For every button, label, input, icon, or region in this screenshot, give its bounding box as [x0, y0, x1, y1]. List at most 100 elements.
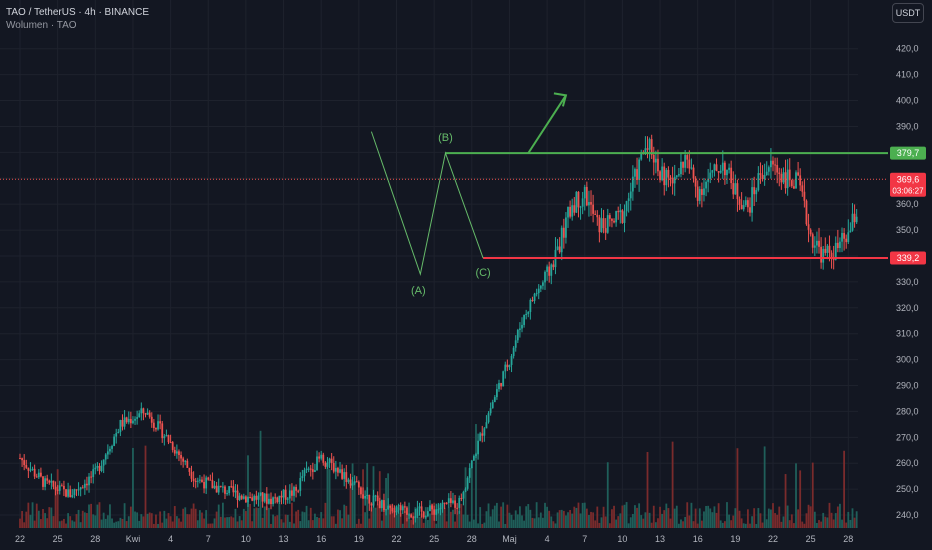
volume-bar — [774, 513, 776, 528]
candle-body — [337, 467, 339, 473]
volume-bar — [673, 508, 676, 528]
volume-bar — [493, 505, 496, 528]
volume-bar — [703, 511, 705, 528]
volume-bar — [330, 516, 333, 528]
volume-bar — [644, 512, 647, 528]
candle-body — [414, 516, 417, 518]
volume-bar — [347, 514, 350, 528]
volume-bar — [161, 522, 164, 528]
volume-bar — [37, 510, 40, 528]
candle-body — [360, 487, 362, 495]
volume-bar — [717, 503, 720, 528]
volume-bar — [711, 512, 714, 528]
currency-button[interactable]: USDT — [892, 3, 924, 23]
volume-bar — [443, 507, 446, 528]
candle-body — [37, 472, 40, 478]
candle-body — [276, 497, 279, 503]
candle-body — [742, 205, 745, 210]
y-tick-label: 310,0 — [896, 329, 919, 339]
x-tick-label: 28 — [843, 534, 853, 544]
candle-body — [780, 173, 783, 183]
volume-bar — [751, 516, 753, 528]
volume-bar — [75, 514, 78, 528]
volume-bar — [240, 520, 243, 528]
volume-bar — [60, 520, 63, 528]
candle-body — [272, 497, 274, 505]
candle-body — [159, 421, 162, 424]
volume-bar — [504, 523, 507, 528]
volume-bar — [755, 523, 758, 528]
candle-body — [123, 417, 126, 427]
candle-body — [740, 204, 743, 210]
candle-body — [634, 169, 636, 177]
volume-bar — [109, 504, 111, 528]
candle-body — [50, 480, 53, 483]
y-tick-label: 410,0 — [896, 70, 919, 80]
volume-bar — [604, 516, 607, 528]
volume-bar — [803, 523, 806, 528]
candle-body — [368, 494, 371, 504]
x-tick-label: 13 — [655, 534, 665, 544]
candle-body — [291, 490, 293, 496]
candle-body — [759, 173, 762, 175]
y-tick-label: 260,0 — [896, 458, 919, 468]
volume-bar — [657, 518, 659, 528]
candle-body — [485, 422, 488, 429]
volume-bar — [148, 512, 151, 528]
volume-bar — [71, 520, 74, 528]
volume-bar — [307, 520, 310, 528]
volume-bar — [855, 511, 858, 528]
candle-body — [529, 299, 532, 312]
volume-bar — [449, 511, 452, 528]
volume-bar — [67, 513, 70, 528]
candle-body — [571, 205, 574, 217]
volume-bar — [345, 505, 348, 528]
volume-bar — [583, 502, 586, 528]
candle-body — [439, 507, 442, 510]
candle-body — [665, 169, 668, 186]
volume-bar — [684, 516, 687, 528]
x-tick-label: Kwi — [126, 534, 141, 544]
volume-bar — [786, 505, 789, 528]
candle-body — [832, 258, 835, 260]
volume-bar — [452, 509, 454, 528]
volume-bar — [556, 512, 559, 528]
symbol-title[interactable]: TAO / TetherUS · 4h · BINANCE — [6, 7, 150, 18]
volume-bar — [182, 508, 185, 528]
volume-bar — [631, 513, 634, 528]
volume-bar — [23, 522, 26, 528]
volume-bar — [498, 521, 500, 528]
candle-body — [125, 417, 128, 423]
volume-bar — [680, 519, 682, 528]
candle-body — [343, 472, 346, 479]
volume-bar — [767, 508, 770, 528]
volume-bar — [832, 519, 835, 528]
volume-bar — [818, 520, 820, 528]
volume-bar — [35, 503, 38, 528]
volume-bar — [217, 504, 220, 528]
volume-indicator-label[interactable]: Wolumen · TAO — [6, 20, 77, 31]
price-labels: 379,7 339,2 369,6 03:06:27 — [890, 146, 926, 265]
volume-bar — [228, 517, 231, 528]
candle-body — [431, 505, 433, 510]
candle-body — [221, 486, 224, 488]
candle-body — [420, 506, 423, 512]
candle-body — [293, 487, 295, 496]
volume-bar — [253, 508, 256, 528]
volume-bar — [816, 522, 818, 528]
volume-bar — [186, 514, 189, 528]
candle-body — [458, 497, 461, 508]
candle-body — [435, 509, 438, 515]
candle-body — [301, 476, 304, 478]
y-tick-label: 290,0 — [896, 381, 919, 391]
volume-bar — [723, 521, 726, 528]
candle-body — [395, 506, 398, 513]
volume-bar — [136, 512, 139, 528]
candle-body — [209, 479, 212, 481]
volume-bar — [364, 512, 367, 528]
time-axis[interactable]: 22 25 28 Kwi 4 7 10 13 16 19 22 25 28 Maj 4 7 10 13 16 19 22… — [15, 534, 853, 544]
volume-bar — [155, 514, 157, 528]
price-axis[interactable]: 420,0410,0400,0390,0380,0370,0360,0350,0… — [896, 44, 919, 520]
candle-body — [613, 220, 615, 223]
